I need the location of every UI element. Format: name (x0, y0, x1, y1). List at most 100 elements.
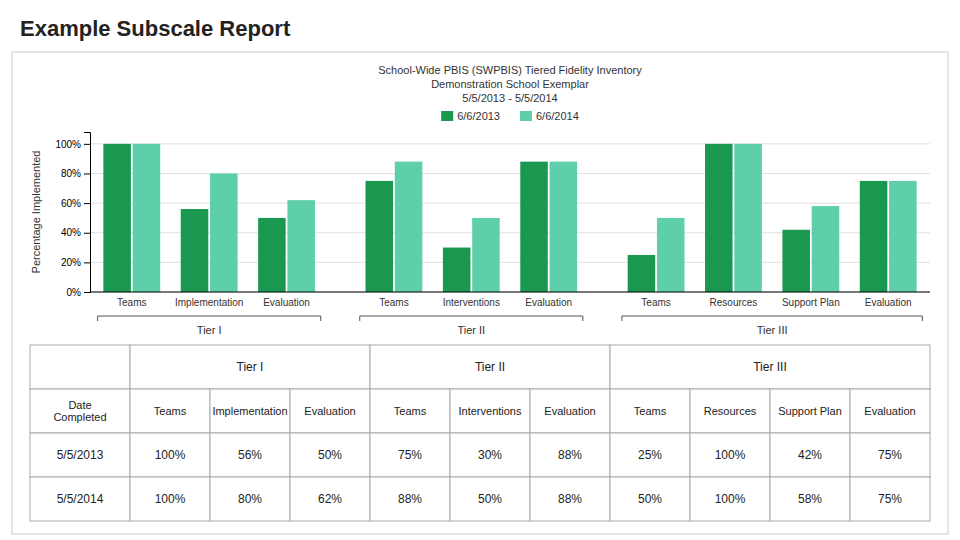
legend-item: 6/6/2014 (520, 110, 579, 122)
table-value: 50% (638, 492, 662, 506)
table-value: 5/5/2013 (57, 448, 104, 462)
bar (287, 200, 315, 292)
table-header: Teams (634, 405, 667, 417)
table-cell (370, 477, 450, 521)
table-header: Interventions (459, 405, 522, 417)
bar (705, 144, 733, 292)
y-tick-mark (84, 292, 90, 293)
bar (395, 162, 423, 292)
table-value: 58% (798, 492, 822, 506)
bar (472, 218, 500, 292)
series (133, 144, 917, 292)
bar (443, 248, 471, 292)
table-cell (130, 433, 210, 477)
table-value: 30% (478, 448, 502, 462)
table-value: 88% (558, 492, 582, 506)
x-tick-label: Support Plan (782, 297, 840, 308)
y-tick-label: 60% (61, 198, 81, 209)
table-cell (690, 433, 770, 477)
table-cell (770, 433, 850, 477)
y-axis-title: Percentage Implemented (30, 151, 42, 274)
table-cell (610, 477, 690, 521)
table-cell (130, 345, 370, 389)
title: Example Subscale Report (20, 16, 291, 41)
group-brackets: Tier ITier IITier III (98, 316, 923, 336)
bar (657, 218, 685, 292)
y-tick-label: 20% (61, 257, 81, 268)
table-cell (130, 389, 210, 433)
grid-line (90, 292, 930, 293)
group-bracket (360, 316, 583, 321)
table-header: DateCompleted (53, 399, 106, 424)
table-cell (30, 389, 130, 433)
table-header: Evaluation (304, 405, 355, 417)
x-tick-label: Evaluation (525, 297, 572, 308)
table-value: 100% (155, 492, 186, 506)
bar (258, 218, 286, 292)
table-value: 5/5/2014 (57, 492, 104, 506)
y-tick-mark (84, 144, 90, 145)
table-header: Evaluation (544, 405, 595, 417)
table-header: Evaluation (864, 405, 915, 417)
grid (90, 144, 930, 292)
subtitle: 5/5/2013 - 5/5/2014 (462, 92, 557, 104)
table-cell (30, 477, 130, 521)
table-header: Teams (394, 405, 427, 417)
y-tick-mark (84, 203, 90, 204)
table-cell (30, 345, 130, 389)
table-value: 50% (318, 448, 342, 462)
bar (181, 209, 209, 292)
bar (782, 230, 810, 292)
bar (103, 144, 131, 292)
table-cell (210, 477, 290, 521)
x-tick-label: Evaluation (865, 297, 912, 308)
table-cell (530, 477, 610, 521)
table-value: 42% (798, 448, 822, 462)
table-value: 100% (715, 492, 746, 506)
legend-item: 6/6/2013 (441, 110, 500, 122)
bar (889, 181, 917, 292)
table-cell (770, 477, 850, 521)
y-tick-label: 40% (61, 227, 81, 238)
table-cell (610, 433, 690, 477)
table-cell (450, 433, 530, 477)
x-tick-label: Resources (710, 297, 758, 308)
table-value: 88% (558, 448, 582, 462)
table-header: Teams (154, 405, 187, 417)
y-tick-mark (84, 233, 90, 234)
y-tick: 80% (61, 168, 90, 179)
group-bracket (98, 316, 321, 321)
table-cell (450, 477, 530, 521)
table-value: 50% (478, 492, 502, 506)
table-cell (370, 389, 450, 433)
table-cell (210, 433, 290, 477)
table-header: Support Plan (778, 405, 842, 417)
panel (12, 52, 948, 534)
table-value: 75% (398, 448, 422, 462)
y-tick-mark (84, 173, 90, 174)
table-cell (450, 389, 530, 433)
table-header: Implementation (212, 405, 287, 417)
table-value: 100% (715, 448, 746, 462)
table: Tier ITier IITier IIIDateCompletedTeamsI… (30, 345, 930, 521)
bar (550, 162, 578, 292)
table-cell (370, 433, 450, 477)
table-group-header: Tier III (753, 360, 787, 374)
table-value: 25% (638, 448, 662, 462)
group-label: Tier III (757, 324, 788, 336)
bar (520, 162, 548, 292)
table-cell (210, 389, 290, 433)
table-value: 62% (318, 492, 342, 506)
group-label: Tier II (457, 324, 485, 336)
table-group-header: Tier I (237, 360, 264, 374)
bar (366, 181, 394, 292)
bar (812, 206, 840, 292)
x-tick-label: Interventions (443, 297, 500, 308)
table-value: 56% (238, 448, 262, 462)
table-cell (530, 389, 610, 433)
table-cell (530, 433, 610, 477)
subtitle: Demonstration School Exemplar (431, 78, 589, 90)
table-cell (130, 477, 210, 521)
y-axis: 0%20%40%60%80%100% (55, 133, 90, 298)
table-cell (770, 389, 850, 433)
